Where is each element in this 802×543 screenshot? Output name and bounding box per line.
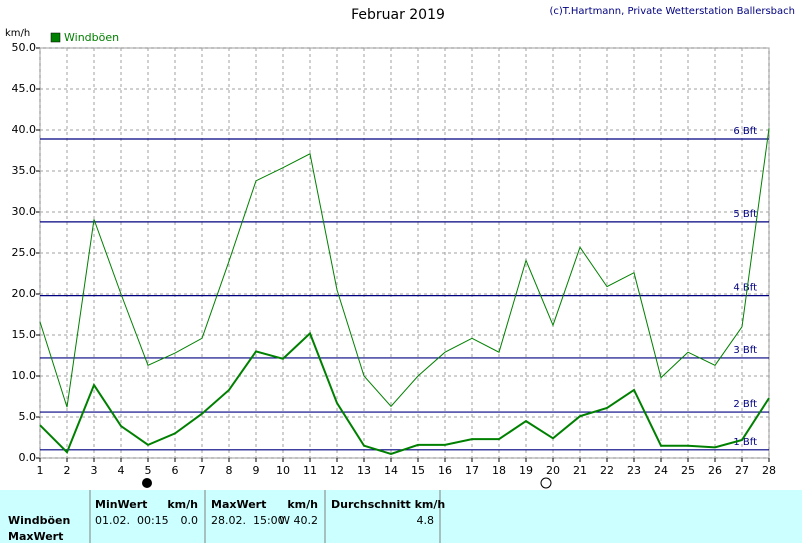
x-tick-label: 1 bbox=[37, 464, 44, 477]
beaufort-label: 3 Bft bbox=[733, 345, 757, 356]
data-line bbox=[39, 331, 770, 455]
beaufort-label: 5 Bft bbox=[733, 209, 757, 220]
table-cell: 0.0 bbox=[181, 514, 199, 527]
full-moon-icon bbox=[540, 477, 552, 489]
y-tick-label: 20.0 bbox=[12, 287, 37, 300]
x-tick-label: 28 bbox=[762, 464, 776, 477]
chart-title: Februar 2019 bbox=[351, 7, 445, 23]
table-separators bbox=[89, 490, 441, 543]
y-tick-label: 10.0 bbox=[12, 369, 37, 382]
x-tick-label: 15 bbox=[411, 464, 425, 477]
y-tick-label: 5.0 bbox=[19, 410, 37, 423]
beaufort-label: 2 Bft bbox=[733, 399, 757, 410]
x-tick-label: 17 bbox=[465, 464, 479, 477]
beaufort-label: 6 Bft bbox=[733, 126, 757, 137]
column-header: MinWert bbox=[95, 498, 147, 511]
x-tick-label: 9 bbox=[253, 464, 260, 477]
x-tick-label: 8 bbox=[226, 464, 233, 477]
y-tick-label: 50.0 bbox=[12, 41, 37, 54]
table-cell: 28.02. 15:00 bbox=[211, 514, 285, 527]
y-tick-label: 45.0 bbox=[12, 82, 37, 95]
y-tick-label: 25.0 bbox=[12, 246, 37, 259]
y-tick-label: 0.0 bbox=[19, 451, 37, 464]
x-tick-label: 23 bbox=[627, 464, 641, 477]
y-tick-label: 15.0 bbox=[12, 328, 37, 341]
legend-label: Windböen bbox=[64, 31, 119, 44]
x-tick-label: 4 bbox=[118, 464, 125, 477]
x-tick-label: 22 bbox=[600, 464, 614, 477]
y-tick-label: 30.0 bbox=[12, 205, 37, 218]
x-tick-label: 5 bbox=[145, 464, 152, 477]
table-cell: 01.02. 00:15 bbox=[95, 514, 169, 527]
table-cell: W 40.2 bbox=[279, 514, 318, 527]
x-tick-label: 16 bbox=[438, 464, 452, 477]
column-header: Durchschnitt km/h bbox=[331, 498, 445, 511]
y-unit: km/h bbox=[5, 28, 30, 39]
table-cell: 4.8 bbox=[417, 514, 435, 527]
stats-table bbox=[0, 490, 802, 543]
x-tick-label: 27 bbox=[735, 464, 749, 477]
x-tick-label: 11 bbox=[303, 464, 317, 477]
x-tick-label: 3 bbox=[91, 464, 98, 477]
x-tick-label: 7 bbox=[199, 464, 206, 477]
x-tick-label: 21 bbox=[573, 464, 587, 477]
x-tick-label: 24 bbox=[654, 464, 668, 477]
x-tick-label: 13 bbox=[357, 464, 371, 477]
legend-swatch bbox=[50, 32, 61, 43]
beaufort-label: 4 Bft bbox=[733, 283, 757, 294]
x-tick-label: 2 bbox=[64, 464, 71, 477]
x-tick-label: 10 bbox=[276, 464, 290, 477]
column-header: km/h bbox=[287, 498, 318, 511]
x-tick-label: 14 bbox=[384, 464, 398, 477]
beaufort-label: 1 Bft bbox=[733, 437, 757, 448]
source-note: (c)T.Hartmann, Private Wetterstation Bal… bbox=[549, 6, 795, 17]
x-tick-label: 18 bbox=[492, 464, 506, 477]
column-header: km/h bbox=[167, 498, 198, 511]
y-tick-label: 35.0 bbox=[12, 164, 37, 177]
x-tick-label: 25 bbox=[681, 464, 695, 477]
row-label: MaxWert bbox=[8, 530, 63, 543]
y-tick-label: 40.0 bbox=[12, 123, 37, 136]
data-line bbox=[39, 128, 770, 408]
column-header: MaxWert bbox=[211, 498, 266, 511]
x-tick-label: 20 bbox=[546, 464, 560, 477]
row-label: Windböen bbox=[8, 514, 70, 527]
x-tick-label: 26 bbox=[708, 464, 722, 477]
x-tick-label: 6 bbox=[172, 464, 179, 477]
new-moon-icon bbox=[142, 478, 152, 488]
x-tick-label: 12 bbox=[330, 464, 344, 477]
x-tick-label: 19 bbox=[519, 464, 533, 477]
